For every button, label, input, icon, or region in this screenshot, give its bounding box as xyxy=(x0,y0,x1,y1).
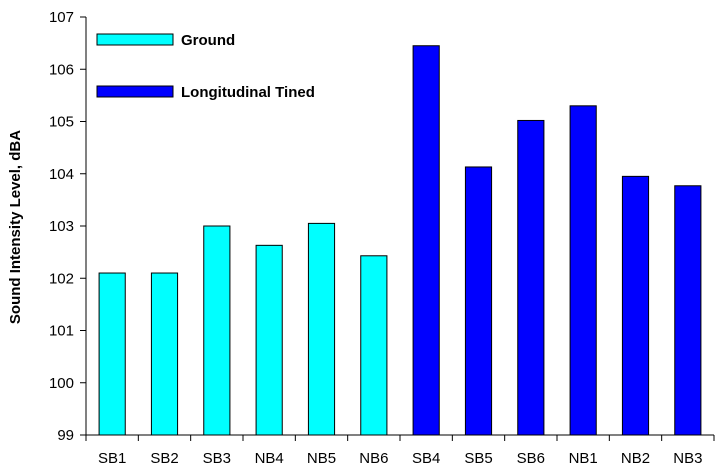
y-tick-label: 101 xyxy=(49,323,74,340)
x-ticks-group: SB1 SB2 SB3 NB4 NB5 NB6 SB4 SB5 SB6 NB1 NB2 NB3 xyxy=(85,435,715,467)
bar-nb2 xyxy=(621,175,650,436)
y-tick-label: 100 xyxy=(49,375,74,392)
y-tick-label: 105 xyxy=(49,114,74,131)
bar-sb1 xyxy=(98,272,126,436)
bars-group xyxy=(98,45,702,436)
x-tick-label: SB2 xyxy=(150,450,178,467)
bar-nb3 xyxy=(674,185,702,436)
x-tick-label: SB1 xyxy=(98,450,126,467)
y-tick-label: 99 xyxy=(57,427,74,444)
y-tick-label: 106 xyxy=(49,61,74,78)
bar-sb2 xyxy=(150,272,179,436)
bar-sb6 xyxy=(517,119,545,436)
x-tick-label: NB3 xyxy=(673,450,702,467)
x-tick-label: NB4 xyxy=(255,450,284,467)
y-tick-label: 102 xyxy=(49,270,74,287)
x-tick-label: SB4 xyxy=(412,450,440,467)
y-axis-title: Sound Intensity Level, dBA xyxy=(7,130,24,324)
legend-label: Longitudinal Tined xyxy=(181,84,315,101)
bar-sb3 xyxy=(203,225,231,436)
y-tick-label: 104 xyxy=(49,166,74,183)
bar-sb4 xyxy=(412,45,440,436)
legend-swatch xyxy=(96,85,174,98)
y-ticks-group: 99 100 101 102 103 104 105 106 107 xyxy=(49,9,86,444)
bar-nb5 xyxy=(307,222,336,436)
x-tick-label: SB6 xyxy=(517,450,545,467)
x-tick-label: SB3 xyxy=(203,450,231,467)
bar-sb5 xyxy=(464,166,493,436)
legend-swatch xyxy=(96,33,174,46)
x-tick-label: NB5 xyxy=(307,450,336,467)
legend: Ground Longitudinal Tined xyxy=(96,32,315,101)
bar-nb4 xyxy=(255,244,283,436)
bar-nb1 xyxy=(569,105,597,436)
x-tick-label: NB6 xyxy=(359,450,388,467)
y-tick-label: 107 xyxy=(49,9,74,26)
x-tick-label: NB1 xyxy=(569,450,598,467)
x-tick-label: NB2 xyxy=(621,450,650,467)
bar-nb6 xyxy=(360,255,388,436)
legend-label: Ground xyxy=(181,32,235,49)
y-tick-label: 103 xyxy=(49,218,74,235)
x-tick-label: SB5 xyxy=(464,450,492,467)
